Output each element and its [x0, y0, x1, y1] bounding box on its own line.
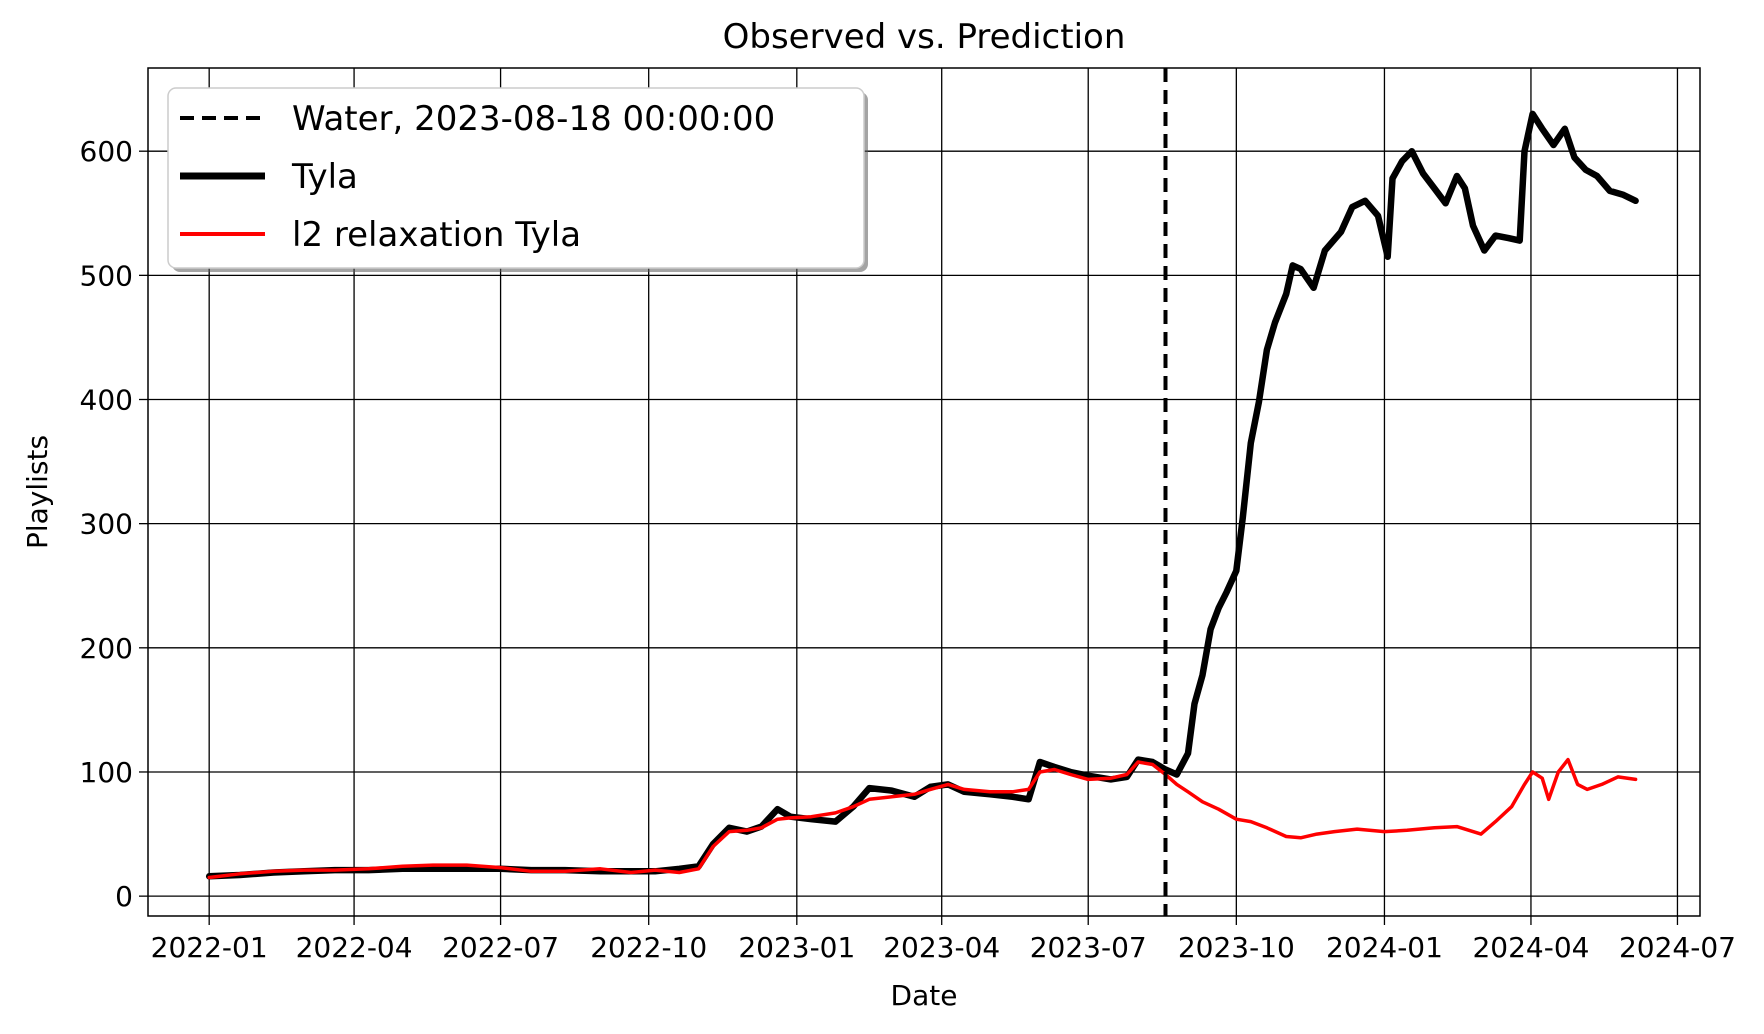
y-tick-label: 300	[80, 508, 133, 541]
x-tick-label: 2024-01	[1326, 931, 1443, 964]
legend-box	[167, 87, 865, 269]
x-axis-label: Date	[891, 979, 958, 1012]
legend-label-event: Water, 2023-08-18 00:00:00	[292, 99, 775, 139]
series-layer	[205, 110, 1639, 880]
x-tick-label: 2024-07	[1619, 931, 1736, 964]
series-line-observed	[205, 110, 1639, 880]
y-tick-label: 200	[80, 632, 133, 665]
y-tick-label: 400	[80, 384, 133, 417]
legend-label-prediction: l2 relaxation Tyla	[292, 215, 581, 255]
x-tick-label: 2022-10	[590, 931, 707, 964]
y-tick-label: 0	[115, 880, 133, 913]
series-line-prediction	[207, 757, 1638, 880]
y-axis-ticks: 0 100 200 300 400 500 600	[80, 135, 148, 913]
x-tick-label: 2023-10	[1178, 931, 1295, 964]
x-tick-label: 2024-04	[1472, 931, 1589, 964]
x-tick-label: 2022-07	[442, 931, 559, 964]
legend-label-observed: Tyla	[291, 157, 358, 197]
x-tick-label: 2023-01	[738, 931, 855, 964]
y-axis-label: Playlists	[21, 435, 54, 549]
plot-area-frame	[147, 67, 1701, 917]
y-tick-label: 100	[80, 756, 133, 789]
legend: Water, 2023-08-18 00:00:00 Tyla l2 relax…	[167, 87, 868, 272]
x-tick-label: 2023-07	[1030, 931, 1147, 964]
x-tick-label: 2022-01	[151, 931, 268, 964]
x-tick-label: 2022-04	[296, 931, 413, 964]
chart-title: Observed vs. Prediction	[723, 17, 1126, 57]
x-axis-ticks: 2022-01 2022-04 2022-07 2022-10 2023-01 2023-…	[151, 916, 1736, 964]
x-tick-label: 2023-04	[883, 931, 1000, 964]
y-tick-label: 600	[80, 135, 133, 168]
y-tick-label: 500	[80, 259, 133, 292]
